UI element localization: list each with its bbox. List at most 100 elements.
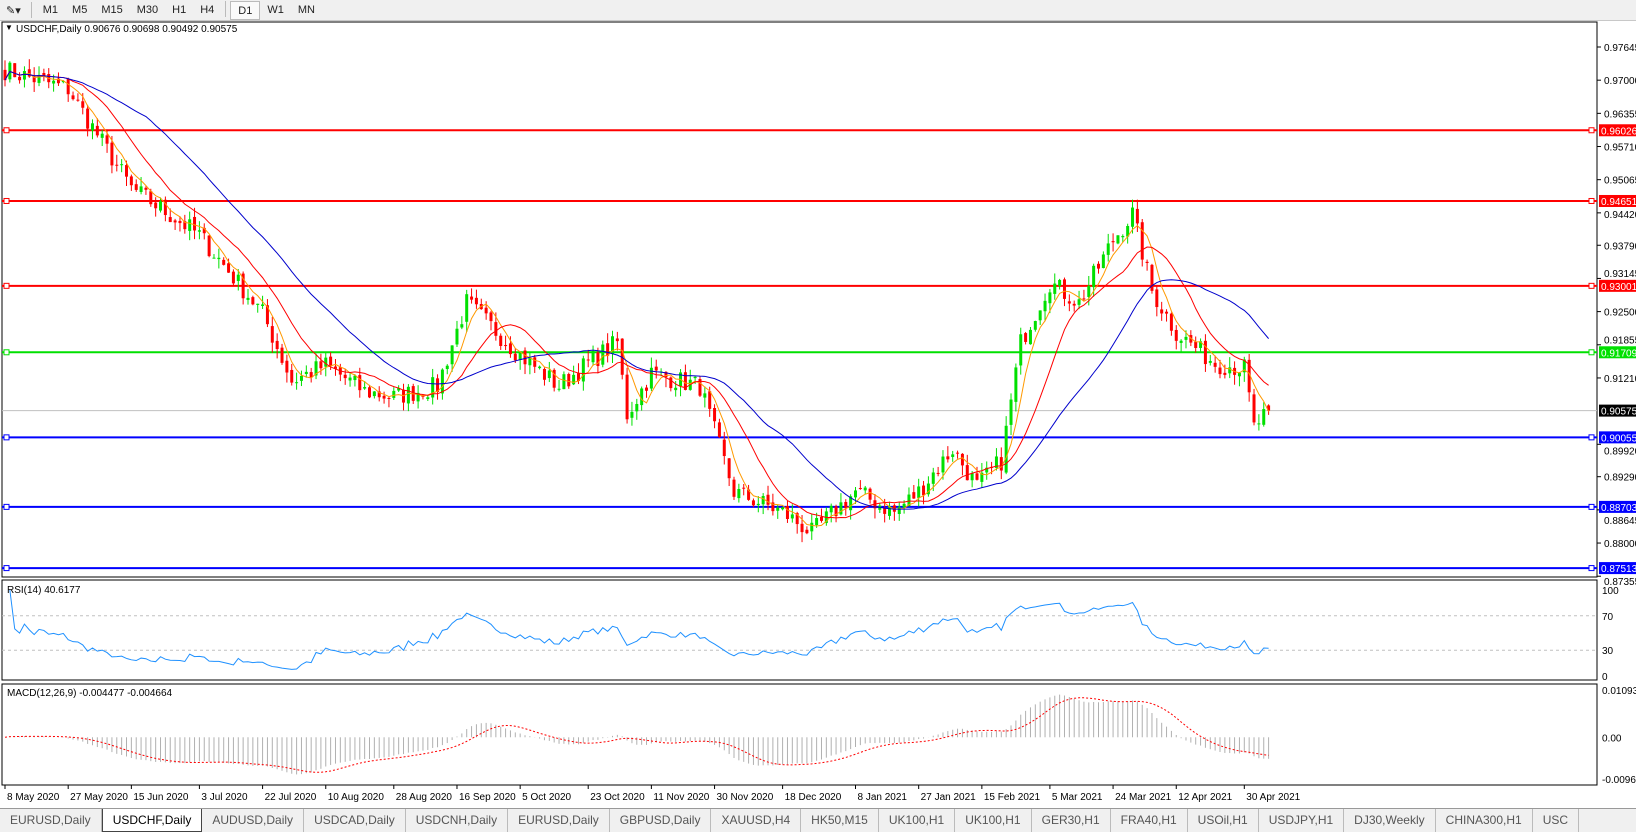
candle-body xyxy=(499,335,503,346)
timeframe-m5[interactable]: M5 xyxy=(72,3,88,16)
level-handle xyxy=(3,282,10,289)
level-handle xyxy=(3,503,10,510)
candle-body xyxy=(115,164,119,166)
candle-body xyxy=(1160,309,1164,314)
candle-body xyxy=(465,294,469,322)
date-axis-label: 27 May 2020 xyxy=(70,792,128,803)
candle-body xyxy=(1131,207,1135,227)
candle-body xyxy=(1169,313,1173,331)
tab-fra40-h1[interactable]: FRA40,H1 xyxy=(1111,809,1188,832)
candle-body xyxy=(372,391,376,397)
main-chart-frame xyxy=(1,21,1598,578)
candle-body xyxy=(1155,289,1159,308)
tab-hk50-m15[interactable]: HK50,M15 xyxy=(801,809,879,832)
candle-body xyxy=(358,375,362,391)
timeframe-m15[interactable]: M15 xyxy=(101,3,123,16)
tab-usoil-h1[interactable]: USOil,H1 xyxy=(1188,809,1259,832)
timeframe-w1[interactable]: W1 xyxy=(267,3,284,16)
chart-menu-arrow-icon[interactable]: ▼ xyxy=(5,23,13,32)
timeframe-h4[interactable]: H4 xyxy=(200,3,215,16)
tab-dj30-weekly[interactable]: DJ30,Weekly xyxy=(1344,809,1436,832)
level-handle xyxy=(1588,282,1595,289)
timeframe-d1[interactable]: D1 xyxy=(230,0,261,20)
timeframe-m30[interactable]: M30 xyxy=(136,3,159,16)
candle-body xyxy=(314,361,318,376)
date-axis-label: 16 Sep 2020 xyxy=(459,792,516,803)
candle-body xyxy=(625,374,629,420)
candle-body xyxy=(912,492,916,499)
candle-body xyxy=(542,368,546,380)
candle-body xyxy=(37,74,41,83)
candle-body xyxy=(32,76,36,83)
tab-xauusd-h4[interactable]: XAUUSD,H4 xyxy=(711,809,802,832)
divider xyxy=(225,0,227,17)
tab-usdchf-daily[interactable]: USDCHF,Daily xyxy=(101,809,203,832)
level-price-label: 0.96026 xyxy=(1601,126,1636,137)
candle-body xyxy=(576,373,580,381)
tab-eurusd-daily[interactable]: EURUSD,Daily xyxy=(0,809,102,832)
candle-body xyxy=(484,307,488,314)
candle-body xyxy=(751,500,755,506)
candle-body xyxy=(645,387,649,391)
candle-body xyxy=(343,374,347,379)
candle-body xyxy=(202,227,206,234)
candle-body xyxy=(22,71,26,80)
macd-label: MACD(12,26,9) -0.004477 -0.004664 xyxy=(7,688,173,699)
tab-usc[interactable]: USC xyxy=(1533,809,1580,832)
candle-body xyxy=(71,95,75,100)
timeframe-mn[interactable]: MN xyxy=(297,3,315,16)
candle-body xyxy=(1218,367,1222,375)
timeframe-m1[interactable]: M1 xyxy=(42,3,59,16)
candle-body xyxy=(1140,222,1144,260)
candle-body xyxy=(552,369,556,388)
candle-body xyxy=(1077,299,1081,305)
candle-body xyxy=(363,387,367,389)
tab-audusd-daily[interactable]: AUDUSD,Daily xyxy=(202,809,305,832)
tab-usdjpy-h1[interactable]: USDJPY,H1 xyxy=(1259,809,1345,832)
tab-china300-h1[interactable]: CHINA300,H1 xyxy=(1436,809,1533,832)
price-axis-label: 0.91855 xyxy=(1604,335,1636,346)
candle-body xyxy=(382,395,386,399)
level-handle xyxy=(1588,127,1595,134)
candle-body xyxy=(1087,285,1091,297)
candle-body xyxy=(533,357,537,367)
candle-body xyxy=(231,271,235,284)
candle-body xyxy=(275,340,279,350)
tab-uk100-h1[interactable]: UK100,H1 xyxy=(879,809,956,832)
candle-body xyxy=(368,387,371,398)
date-axis-label: 8 Jan 2021 xyxy=(858,792,908,803)
candle-body xyxy=(586,359,590,361)
candle-body xyxy=(154,202,158,209)
candle-body xyxy=(941,456,945,473)
candle-body xyxy=(27,69,31,77)
tab-uk100-h1[interactable]: UK100,H1 xyxy=(955,809,1032,832)
candle-body xyxy=(489,312,493,322)
tab-ger30-h1[interactable]: GER30,H1 xyxy=(1032,809,1111,832)
candle-body xyxy=(615,338,619,342)
tab-eurusd-daily[interactable]: EURUSD,Daily xyxy=(508,809,610,832)
rsi-panel-frame xyxy=(1,579,1598,681)
tab-usdcad-daily[interactable]: USDCAD,Daily xyxy=(304,809,406,832)
drawing-tools-icon[interactable]: ✎▾ xyxy=(6,4,21,17)
price-axis-label: 0.95065 xyxy=(1604,176,1636,187)
candle-body xyxy=(1033,321,1037,330)
candle-body xyxy=(295,382,299,384)
price-axis-label: 0.97645 xyxy=(1604,43,1636,54)
candle-body xyxy=(737,488,741,499)
candle-body xyxy=(523,350,527,365)
candle-body xyxy=(353,375,357,381)
level-handle xyxy=(1588,565,1595,572)
candle-body xyxy=(766,494,770,505)
timeframe-h1[interactable]: H1 xyxy=(172,3,187,16)
tab-usdcnh-daily[interactable]: USDCNH,Daily xyxy=(406,809,509,832)
candle-body xyxy=(980,472,984,482)
candle-body xyxy=(188,219,192,231)
level-handle xyxy=(3,349,10,356)
candle-body xyxy=(440,369,444,394)
candle-body xyxy=(785,505,789,520)
tab-gbpusd-daily[interactable]: GBPUSD,Daily xyxy=(610,809,712,832)
